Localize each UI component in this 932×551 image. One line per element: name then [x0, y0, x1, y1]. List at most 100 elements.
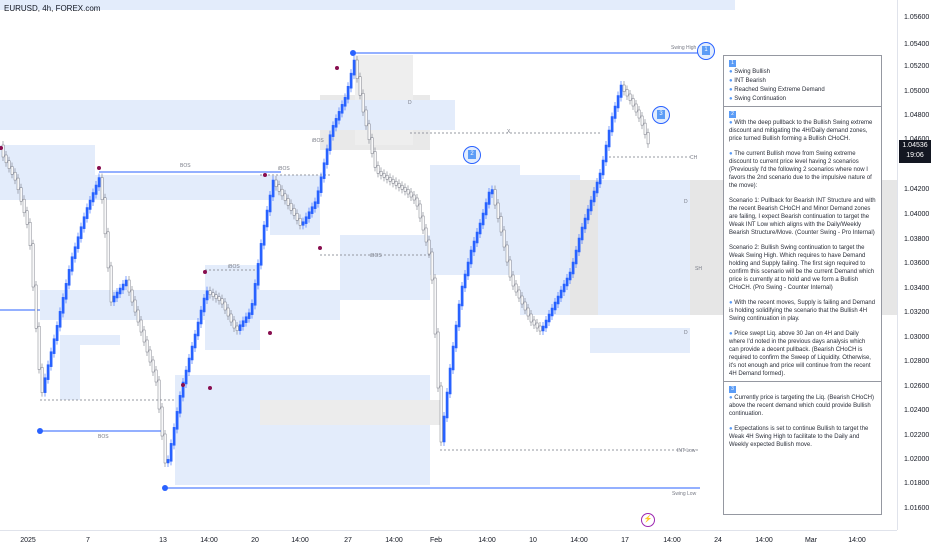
candle: [283, 193, 287, 201]
candle: [289, 203, 293, 211]
candle: [505, 244, 509, 263]
candle: [271, 179, 275, 198]
candle: [235, 325, 239, 331]
price-tick-label: 1.05200: [904, 63, 930, 70]
candle: [334, 118, 338, 128]
candle: [526, 307, 530, 317]
notes-section-2: 2 ● With the deep pullback to the Bullis…: [724, 107, 881, 382]
candle: [631, 98, 635, 107]
pivot-dot: [318, 246, 322, 250]
candle: [16, 177, 20, 190]
candle: [466, 261, 470, 277]
note-paragraph: Scenario 1: Pullback for Bearish INT Str…: [729, 198, 876, 236]
candle: [10, 166, 14, 175]
price-tick-label: 1.05000: [904, 88, 930, 95]
current-price-badge: 1.04536 19:06: [899, 140, 931, 163]
candle: [277, 184, 281, 192]
candle: [514, 283, 518, 293]
candle: [322, 162, 326, 179]
candle: [493, 189, 497, 206]
candle: [304, 216, 308, 224]
candle: [85, 207, 89, 219]
time-tick-label: 7: [86, 537, 90, 544]
candle: [40, 367, 44, 393]
time-axis[interactable]: 2025 7 13 14:00 20 14:00 27 14:00 Feb 14:00 10 14:0…: [0, 530, 897, 551]
candle: [172, 427, 176, 446]
pivot-dot: [0, 146, 3, 150]
candle: [643, 122, 647, 135]
candle: [478, 222, 482, 235]
pivot-dot: [181, 383, 185, 387]
candle: [499, 216, 503, 233]
d-label: D: [408, 100, 412, 106]
candle: [529, 313, 533, 323]
lightning-icon[interactable]: ⚡: [641, 513, 655, 527]
candle: [490, 189, 494, 195]
candle: [28, 222, 32, 247]
candle: [199, 309, 203, 325]
candle: [226, 307, 230, 317]
candle: [22, 198, 26, 214]
pivot-dot: [335, 66, 339, 70]
choch-label: CH: [690, 155, 698, 161]
candle: [418, 203, 422, 219]
candle: [325, 148, 329, 165]
candle: [64, 283, 68, 300]
time-tick-label: 14:00: [663, 537, 681, 544]
candle: [139, 319, 143, 333]
candle: [502, 229, 506, 248]
note-paragraph: Currently price is targeting the Liq. (B…: [729, 395, 875, 417]
candle: [496, 202, 500, 219]
candle: [622, 84, 626, 92]
price-tick-label: 1.02200: [904, 432, 930, 439]
candle: [154, 369, 158, 383]
time-tick-label: 24: [714, 537, 722, 544]
candle: [604, 144, 608, 163]
candle: [238, 324, 242, 331]
price-tick-label: 1.02600: [904, 383, 930, 390]
candle: [256, 263, 260, 286]
candle: [88, 199, 92, 210]
candle: [391, 179, 395, 184]
marker-circle-3[interactable]: 3: [652, 106, 670, 124]
candle: [511, 274, 515, 287]
price-tick-label: 1.03800: [904, 236, 930, 243]
candle: [442, 415, 446, 443]
candle: [115, 291, 119, 299]
candle: [202, 297, 206, 313]
candle: [544, 319, 548, 329]
marker-circle-1[interactable]: 1: [697, 42, 715, 60]
candle: [472, 240, 476, 253]
ibos-label-1: iBOS: [228, 264, 240, 270]
marker-circle-2[interactable]: 2: [463, 146, 481, 164]
candle: [109, 265, 113, 303]
price-tick-label: 1.02000: [904, 456, 930, 463]
candle: [70, 256, 74, 272]
note-paragraph: With the recent moves, Supply is failing…: [729, 300, 876, 322]
candle: [592, 190, 596, 203]
candle: [379, 171, 383, 176]
candle: [352, 59, 356, 76]
candle: [361, 93, 365, 113]
time-tick-label: 17: [621, 537, 629, 544]
price-axis[interactable]: 1.05600 1.05400 1.05200 1.05000 1.04800 1.046…: [897, 0, 932, 530]
candle: [19, 187, 23, 202]
note-item: Swing Continuation: [734, 96, 786, 102]
candle: [313, 201, 317, 209]
candle: [76, 236, 80, 249]
note-paragraph: Scenario 2: Bullish Swing continuation t…: [729, 245, 875, 291]
candle: [295, 213, 299, 221]
candle: [484, 202, 488, 216]
candle: [43, 377, 47, 393]
candle: [415, 197, 419, 207]
candle: [34, 284, 38, 329]
time-tick-label: Mar: [804, 537, 818, 544]
time-tick-label: 10: [529, 537, 537, 544]
candle: [436, 331, 440, 389]
candle: [184, 369, 188, 385]
candlesticks: [1, 56, 650, 467]
time-tick-label: 2025: [20, 537, 36, 544]
candle: [61, 297, 65, 314]
candle: [223, 301, 227, 311]
pivot-dot: [97, 166, 101, 170]
